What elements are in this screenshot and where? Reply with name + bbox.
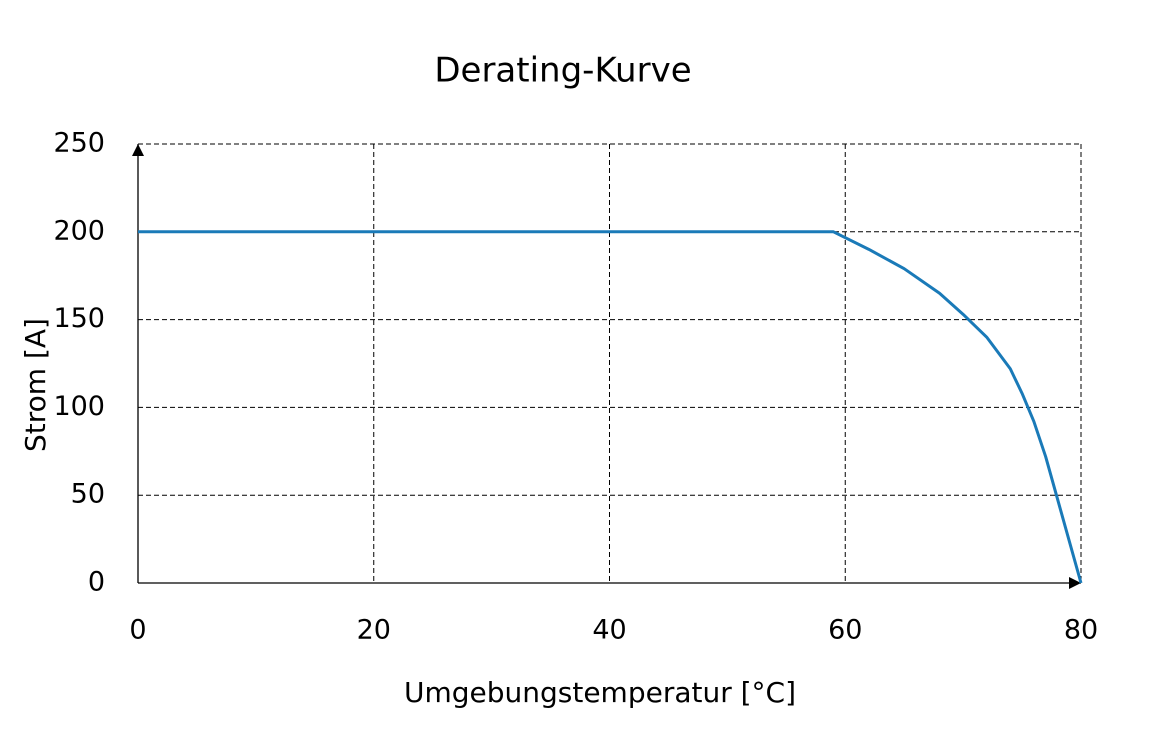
x-tick-label: 0: [129, 615, 146, 646]
y-tick-label: 0: [88, 567, 105, 598]
data-line: [138, 230, 1083, 584]
x-tick-label: 80: [1064, 615, 1098, 646]
y-tick-label: 50: [71, 479, 105, 510]
x-tick-label: 40: [592, 615, 626, 646]
x-axis-label: Umgebungstemperatur [°C]: [404, 676, 796, 709]
y-axis-label: Strom [A]: [19, 318, 52, 452]
y-tick-label: 150: [53, 303, 105, 334]
x-tick-label: 60: [828, 615, 862, 646]
chart-title: Derating-Kurve: [434, 51, 691, 91]
y-tick-label: 200: [53, 215, 105, 246]
y-tick-label: 250: [53, 128, 105, 159]
x-tick-label: 20: [357, 615, 391, 646]
y-tick-label: 100: [53, 391, 105, 422]
